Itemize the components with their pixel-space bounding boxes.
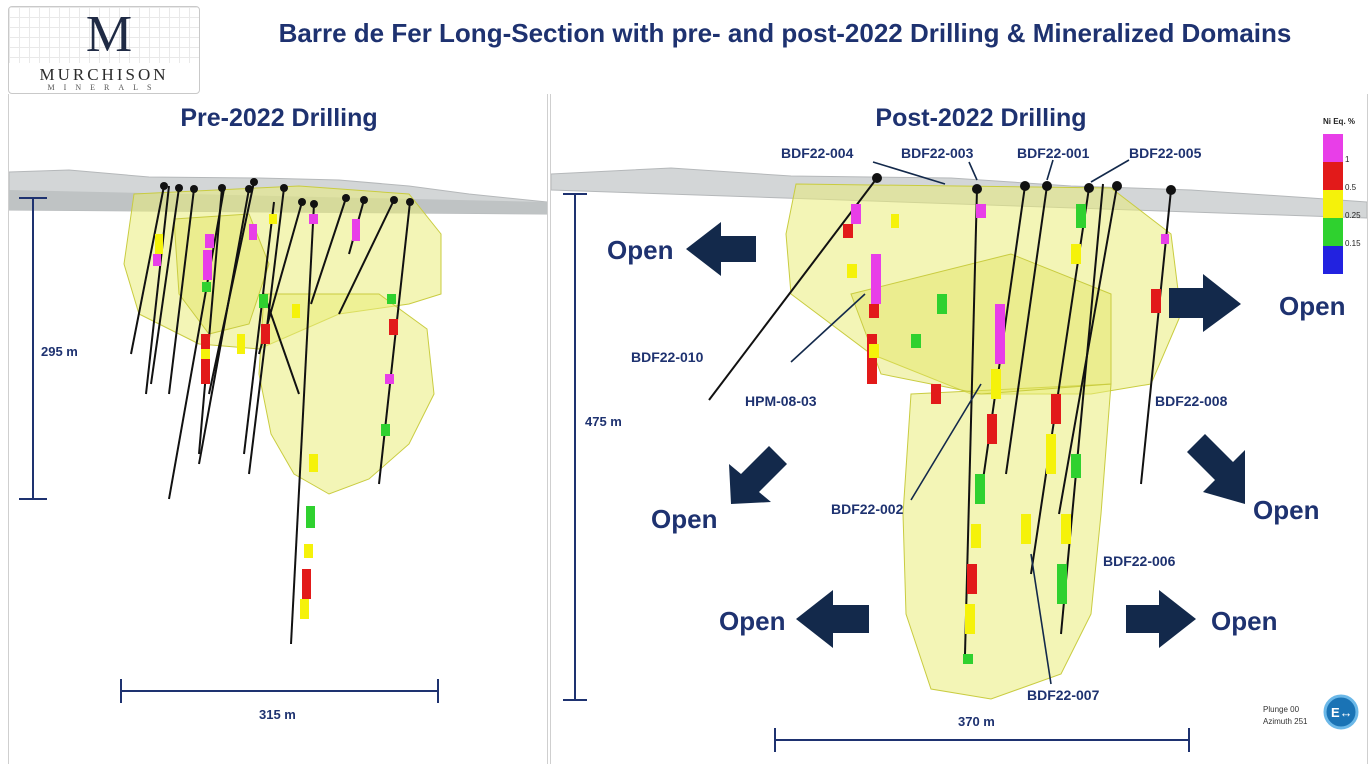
drill-trace <box>168 188 195 395</box>
pre-2022-section-view: 295 m 315 m <box>9 169 547 722</box>
drill-trace <box>130 185 165 355</box>
logo-grid-pattern <box>9 7 199 63</box>
drill-trace <box>198 187 223 455</box>
hole-label-bdf22-010: BDF22-010 <box>631 349 704 365</box>
page-title: Barre de Fer Long-Section with pre- and … <box>278 18 1292 48</box>
open-label-down-right: Open <box>1253 495 1319 525</box>
post-2022-panel: Post-2022 Drilling <box>550 94 1368 764</box>
hole-label-bdf22-006: BDF22-006 <box>1103 553 1176 569</box>
drill-trace-bdf22-005 <box>1060 183 1104 635</box>
legend-swatch-low <box>1323 246 1343 274</box>
legend-swatch-0-5 <box>1323 162 1343 190</box>
drill-trace <box>150 187 180 385</box>
logo-subtext: MINERALS <box>47 83 161 92</box>
horizontal-scale-bar <box>774 728 1190 752</box>
logo-wordmark: MURCHISON <box>39 65 169 84</box>
drill-trace-bdf22-007 <box>1058 185 1118 515</box>
open-arrow-right-upper <box>1169 274 1241 332</box>
drill-trace <box>290 203 315 645</box>
assay-intervals <box>843 204 1169 664</box>
mineralized-domain-lower <box>258 293 435 495</box>
post-2022-section-view: Open Open Open Open Open Open BDF22-004 … <box>551 117 1367 752</box>
legend-swatch-1 <box>1323 134 1343 162</box>
ni-eq-legend <box>1323 134 1343 274</box>
open-arrow-down-right <box>1187 434 1245 504</box>
open-arrows <box>686 222 1245 648</box>
vertical-scale-label: 295 m <box>41 344 78 359</box>
vertical-scale-bar <box>19 197 47 500</box>
open-arrow-down-left <box>729 446 787 504</box>
horizontal-scale-label: 315 m <box>259 707 296 722</box>
legend-label-0-25: 0.25 <box>1345 211 1361 220</box>
horizontal-scale-label: 370 m <box>958 714 995 729</box>
hole-label-bdf22-004: BDF22-004 <box>781 145 854 161</box>
vertical-scale-bar <box>563 193 587 701</box>
hole-label-bdf22-001: BDF22-001 <box>1017 145 1090 161</box>
horizontal-scale-bar <box>120 679 439 703</box>
hole-label-bdf22-002: BDF22-002 <box>831 501 904 517</box>
open-label-left-lower: Open <box>719 606 785 636</box>
pre-2022-panel: Pre-2022 Drilling <box>8 94 548 764</box>
drill-collars <box>872 173 1176 195</box>
plunge-text: Plunge 00 <box>1263 705 1300 714</box>
vertical-scale-label: 475 m <box>585 414 622 429</box>
post-2022-panel-title: Post-2022 Drilling <box>875 104 1087 132</box>
open-label-right-upper: Open <box>1279 291 1345 321</box>
legend-title: Ni Eq. % <box>1323 117 1355 126</box>
mineralized-domain-core <box>850 253 1112 395</box>
azimuth-text: Azimuth 251 <box>1263 717 1308 726</box>
hole-label-leaders <box>790 159 1130 685</box>
drill-trace <box>168 188 225 500</box>
drill-trace <box>310 197 347 305</box>
open-label-right-lower: Open <box>1211 606 1277 636</box>
drill-trace <box>378 201 411 485</box>
open-label-left-upper: Open <box>607 235 673 265</box>
open-label-down-left: Open <box>651 504 717 534</box>
drill-trace <box>145 185 170 395</box>
drill-trace <box>263 293 300 395</box>
open-arrow-left-lower <box>796 590 869 648</box>
drill-trace <box>338 199 395 315</box>
logo-m-icon: M <box>85 6 133 63</box>
drill-collars <box>160 178 414 208</box>
legend-label-1: 1 <box>1345 155 1350 164</box>
drill-trace <box>1005 185 1048 475</box>
legend-swatch-0-25 <box>1323 190 1343 218</box>
mineralized-domain-lower <box>902 383 1112 700</box>
pre-2022-panel-title: Pre-2022 Drilling <box>180 104 378 132</box>
company-logo: M MURCHISON MINERALS <box>8 6 200 94</box>
hole-label-bdf22-008: BDF22-008 <box>1155 393 1228 409</box>
drill-trace <box>208 181 255 395</box>
header: M MURCHISON MINERALS Barre de Fer Long-S… <box>0 0 1369 94</box>
assay-intervals <box>153 214 398 619</box>
drill-trace-bdf22-010 <box>708 177 878 401</box>
open-arrow-right-lower <box>1126 590 1196 648</box>
hole-label-bdf22-003: BDF22-003 <box>901 145 974 161</box>
hole-label-hpm-08-03: HPM-08-03 <box>745 393 817 409</box>
legend-label-0-15: 0.15 <box>1345 239 1361 248</box>
drill-trace <box>243 201 275 455</box>
legend-swatch-0-15 <box>1323 218 1343 246</box>
orientation-badge-text: E↔ <box>1331 705 1353 720</box>
hole-label-bdf22-007: BDF22-007 <box>1027 687 1100 703</box>
mineralized-domain-core <box>173 213 270 335</box>
open-arrow-left-upper <box>686 222 756 276</box>
orientation-badge-icon <box>1323 694 1359 730</box>
hole-label-bdf22-005: BDF22-005 <box>1129 145 1202 161</box>
legend-label-0-5: 0.5 <box>1345 183 1357 192</box>
